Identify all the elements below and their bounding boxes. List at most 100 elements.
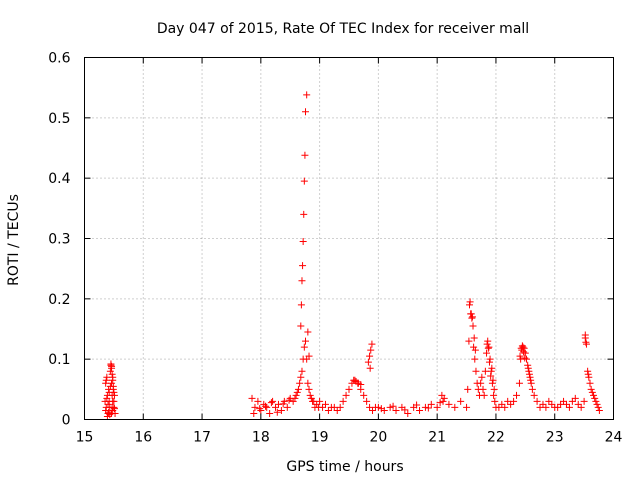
data-point (467, 310, 475, 318)
data-point (490, 391, 498, 399)
data-point (310, 397, 318, 405)
data-point (470, 334, 478, 342)
data-point (360, 391, 368, 399)
data-point (488, 364, 496, 372)
data-point (468, 314, 476, 322)
data-point (251, 403, 259, 411)
data-point (483, 340, 491, 348)
data-point (283, 403, 291, 411)
data-point (256, 405, 264, 413)
x-tick-label: 23 (546, 430, 564, 446)
data-point (484, 344, 492, 352)
data-point (300, 177, 308, 185)
data-point (366, 364, 374, 372)
data-point (336, 403, 344, 411)
data-point (524, 364, 532, 372)
data-point (348, 379, 356, 387)
data-point (486, 355, 494, 363)
data-point (527, 379, 535, 387)
data-point (104, 400, 112, 408)
data-point (401, 406, 409, 414)
data-point (110, 405, 118, 413)
data-point (539, 400, 547, 408)
data-point (267, 399, 275, 407)
data-point (548, 400, 556, 408)
data-point (433, 403, 441, 411)
data-point (513, 391, 521, 399)
data-point (300, 210, 308, 218)
data-point (590, 391, 598, 399)
data-point (298, 277, 306, 285)
data-point (110, 397, 118, 405)
y-tick-label: 0.4 (48, 171, 70, 187)
data-point (525, 367, 533, 375)
x-tick-label: 18 (252, 430, 270, 446)
data-point (472, 367, 480, 375)
data-point (507, 400, 515, 408)
data-point (305, 352, 313, 360)
data-point (269, 397, 277, 405)
data-point (580, 397, 588, 405)
data-point (516, 352, 524, 360)
data-point (299, 238, 307, 246)
data-point (517, 355, 525, 363)
x-tick-label: 20 (369, 430, 387, 446)
data-point (297, 322, 305, 330)
axis-ticks: 15 16 17 18 19 20 21 22 23 24 0 0.1 0.2 0.3 0.4 0.5 0.6 (48, 51, 622, 446)
data-point (445, 400, 453, 408)
data-point (436, 399, 444, 407)
data-point (103, 373, 111, 381)
data-point (565, 403, 573, 411)
data-point (389, 402, 397, 410)
data-point (471, 346, 479, 354)
data-point (528, 385, 536, 393)
x-tick-label: 17 (193, 430, 211, 446)
data-point (306, 391, 314, 399)
y-tick-label: 0.2 (48, 292, 70, 308)
data-point (521, 354, 529, 362)
data-point (368, 340, 376, 348)
data-point (479, 385, 487, 393)
data-point (495, 403, 503, 411)
data-point (263, 403, 271, 411)
data-point (463, 403, 471, 411)
data-point (366, 352, 374, 360)
data-point (498, 400, 506, 408)
data-point (296, 379, 304, 387)
data-point (484, 337, 492, 345)
data-point (297, 301, 305, 309)
data-point (110, 391, 118, 399)
data-point (109, 382, 117, 390)
data-points (101, 91, 603, 420)
data-point (102, 379, 110, 387)
data-point (248, 394, 256, 402)
data-point (477, 379, 485, 387)
y-tick-label: 0 (62, 413, 71, 429)
data-point (525, 370, 533, 378)
data-point (272, 403, 280, 411)
data-point (250, 409, 258, 417)
x-axis-label: GPS time / hours (286, 459, 403, 475)
data-point (584, 370, 592, 378)
data-point (285, 396, 293, 404)
data-point (305, 385, 313, 393)
data-point (303, 91, 311, 99)
data-point (254, 397, 262, 405)
data-point (301, 151, 309, 159)
data-point (577, 403, 585, 411)
data-point (439, 397, 447, 405)
data-point (582, 340, 590, 348)
data-point (108, 379, 116, 387)
data-point (465, 301, 473, 309)
data-point (571, 394, 579, 402)
data-point (345, 385, 353, 393)
y-tick-label: 0.3 (48, 232, 70, 248)
data-point (487, 367, 495, 375)
data-point (366, 403, 374, 411)
data-point (568, 397, 576, 405)
data-point (103, 394, 111, 402)
data-point (416, 406, 424, 414)
data-point (304, 328, 312, 336)
data-point (469, 322, 477, 330)
data-point (260, 400, 268, 408)
